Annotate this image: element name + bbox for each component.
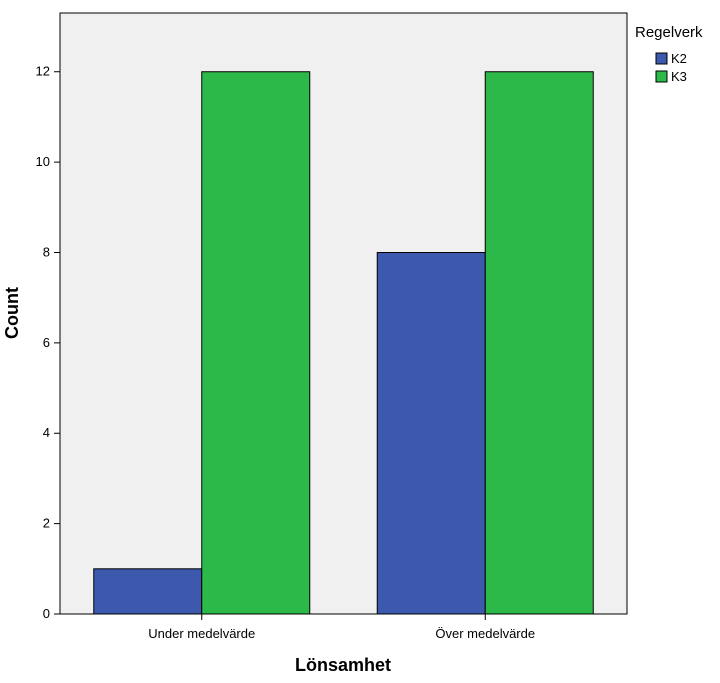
legend-title: Regelverk <box>635 24 703 41</box>
legend-label-k2: K2 <box>671 51 687 66</box>
legend-swatch-k2 <box>655 52 668 65</box>
y-tick-label: 2 <box>43 516 50 531</box>
bar-k3-1 <box>484 71 594 615</box>
x-tick-label: Under medelvärde <box>148 626 255 641</box>
bar-k2-1 <box>376 251 486 615</box>
bar-k2-0 <box>93 568 203 615</box>
legend-label-k3: K3 <box>671 69 687 84</box>
bars-group <box>93 71 594 615</box>
y-tick-label: 6 <box>43 335 50 350</box>
x-tick-label: Över medelvärde <box>435 626 535 641</box>
y-axis-title: Count <box>2 287 22 339</box>
y-tick-label: 10 <box>36 154 50 169</box>
y-tick-label: 12 <box>36 64 50 79</box>
y-axis: 0 2 4 6 8 10 12 <box>36 64 60 621</box>
y-tick-label: 8 <box>43 244 50 259</box>
x-axis-title: Lönsamhet <box>295 655 391 675</box>
y-tick-label: 0 <box>43 606 50 621</box>
y-tick-label: 4 <box>43 425 50 440</box>
legend: Regelverk K2 K3 <box>635 24 703 84</box>
legend-swatch-k3 <box>655 70 668 83</box>
x-axis: Under medelvärde Över medelvärde <box>148 614 535 641</box>
bar-k3-0 <box>201 71 311 615</box>
